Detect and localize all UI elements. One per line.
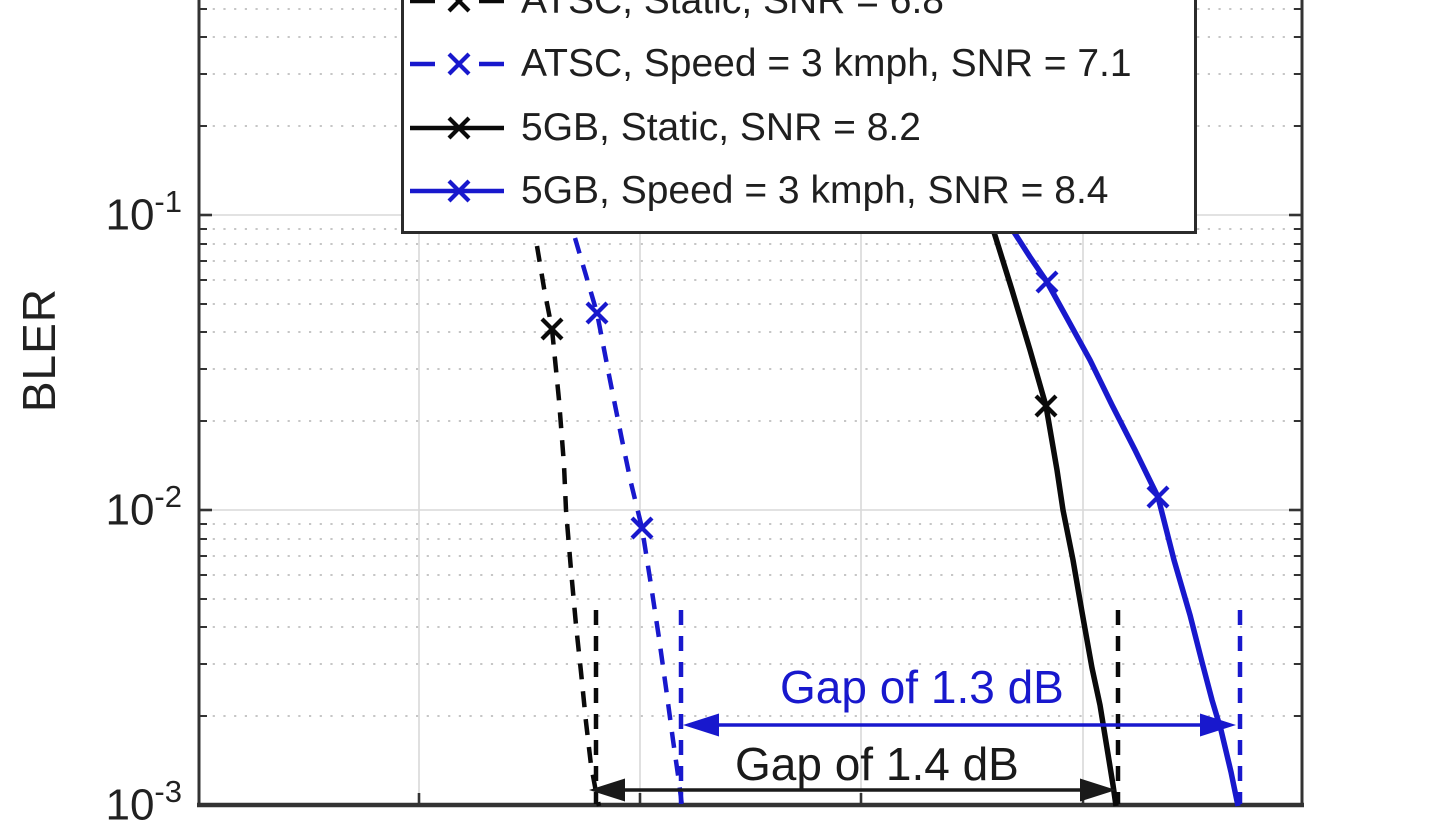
y-axis-label: BLER — [13, 288, 65, 413]
legend-label: 5GB, Static, SNR = 8.2 — [521, 106, 921, 149]
y-tick-1e-1: 10-1 — [105, 184, 182, 240]
annotation-gap-1-3db: Gap of 1.3 dB — [780, 661, 1064, 713]
legend-entry-5gb-speed: 5GB, Speed = 3 kmph, SNR = 8.4 — [407, 159, 1109, 223]
legend-label: ATSC, Speed = 3 kmph, SNR = 7.1 — [521, 42, 1132, 85]
bler-chart-figure: BLER 10-1 10-2 10-3 Gap of 1.3 dB Gap of… — [13, 0, 1304, 827]
legend-line-sample-solid-blue — [410, 179, 504, 203]
legend-line-sample-dashed-blue — [410, 52, 504, 76]
legend-entry-atsc-speed: ATSC, Speed = 3 kmph, SNR = 7.1 — [407, 32, 1132, 96]
y-tick-1e-3: 10-3 — [105, 774, 182, 830]
legend-label: ATSC, Static, SNR = 6.8 — [521, 0, 945, 22]
legend-line-sample-dashed-black — [410, 0, 504, 13]
legend-entry-atsc-static: ATSC, Static, SNR = 6.8 — [407, 0, 944, 33]
annotation-gap-1-4db: Gap of 1.4 dB — [735, 738, 1019, 790]
legend-label: 5GB, Speed = 3 kmph, SNR = 8.4 — [521, 169, 1109, 212]
plot-canvas — [197, 0, 1304, 808]
legend-line-sample-solid-black — [410, 116, 504, 140]
legend-entry-5gb-static: 5GB, Static, SNR = 8.2 — [407, 96, 921, 160]
y-tick-1e-2: 10-2 — [105, 479, 182, 535]
legend: ATSC, Static, SNR = 6.8 ATSC, Speed = 3 … — [401, 0, 1197, 234]
